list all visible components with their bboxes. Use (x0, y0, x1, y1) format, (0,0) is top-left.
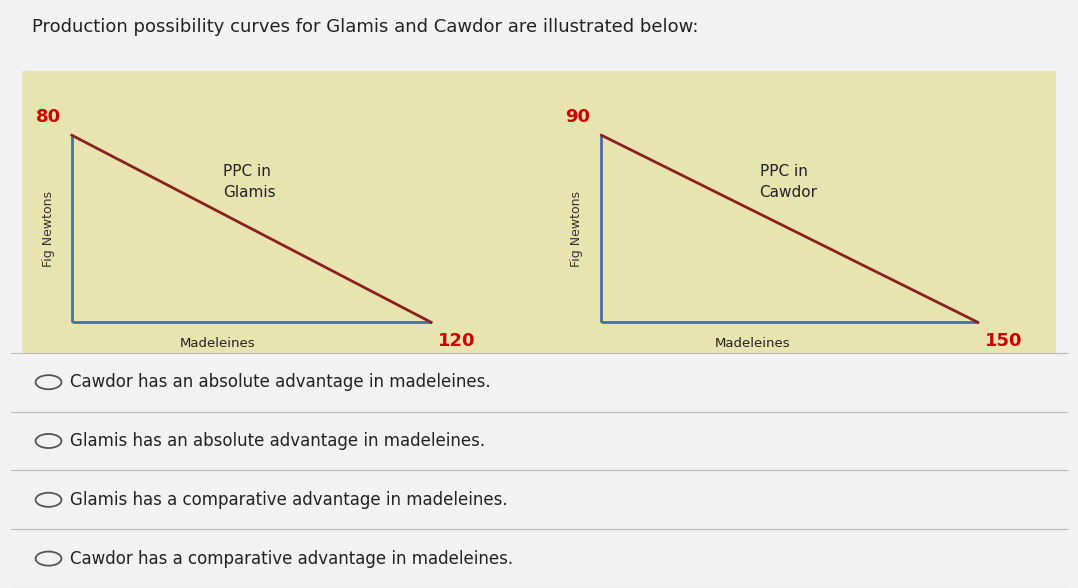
Text: Fig Newtons: Fig Newtons (42, 191, 55, 267)
Text: Cawdor has an absolute advantage in madeleines.: Cawdor has an absolute advantage in made… (70, 373, 490, 391)
Text: 120: 120 (439, 332, 475, 350)
Text: Madeleines: Madeleines (180, 338, 255, 350)
Text: 90: 90 (565, 108, 590, 126)
Text: Production possibility curves for Glamis and Cawdor are illustrated below:: Production possibility curves for Glamis… (32, 18, 699, 36)
Text: 150: 150 (985, 332, 1023, 350)
Text: Madeleines: Madeleines (715, 338, 790, 350)
Text: Glamis has an absolute advantage in madeleines.: Glamis has an absolute advantage in made… (70, 432, 485, 450)
Text: Glamis has a comparative advantage in madeleines.: Glamis has a comparative advantage in ma… (70, 491, 508, 509)
Text: 80: 80 (36, 108, 61, 126)
Text: PPC in
Cawdor: PPC in Cawdor (760, 164, 817, 200)
Text: PPC in
Glamis: PPC in Glamis (223, 164, 275, 200)
Text: Cawdor has a comparative advantage in madeleines.: Cawdor has a comparative advantage in ma… (70, 550, 513, 567)
Text: Fig Newtons: Fig Newtons (570, 191, 583, 267)
